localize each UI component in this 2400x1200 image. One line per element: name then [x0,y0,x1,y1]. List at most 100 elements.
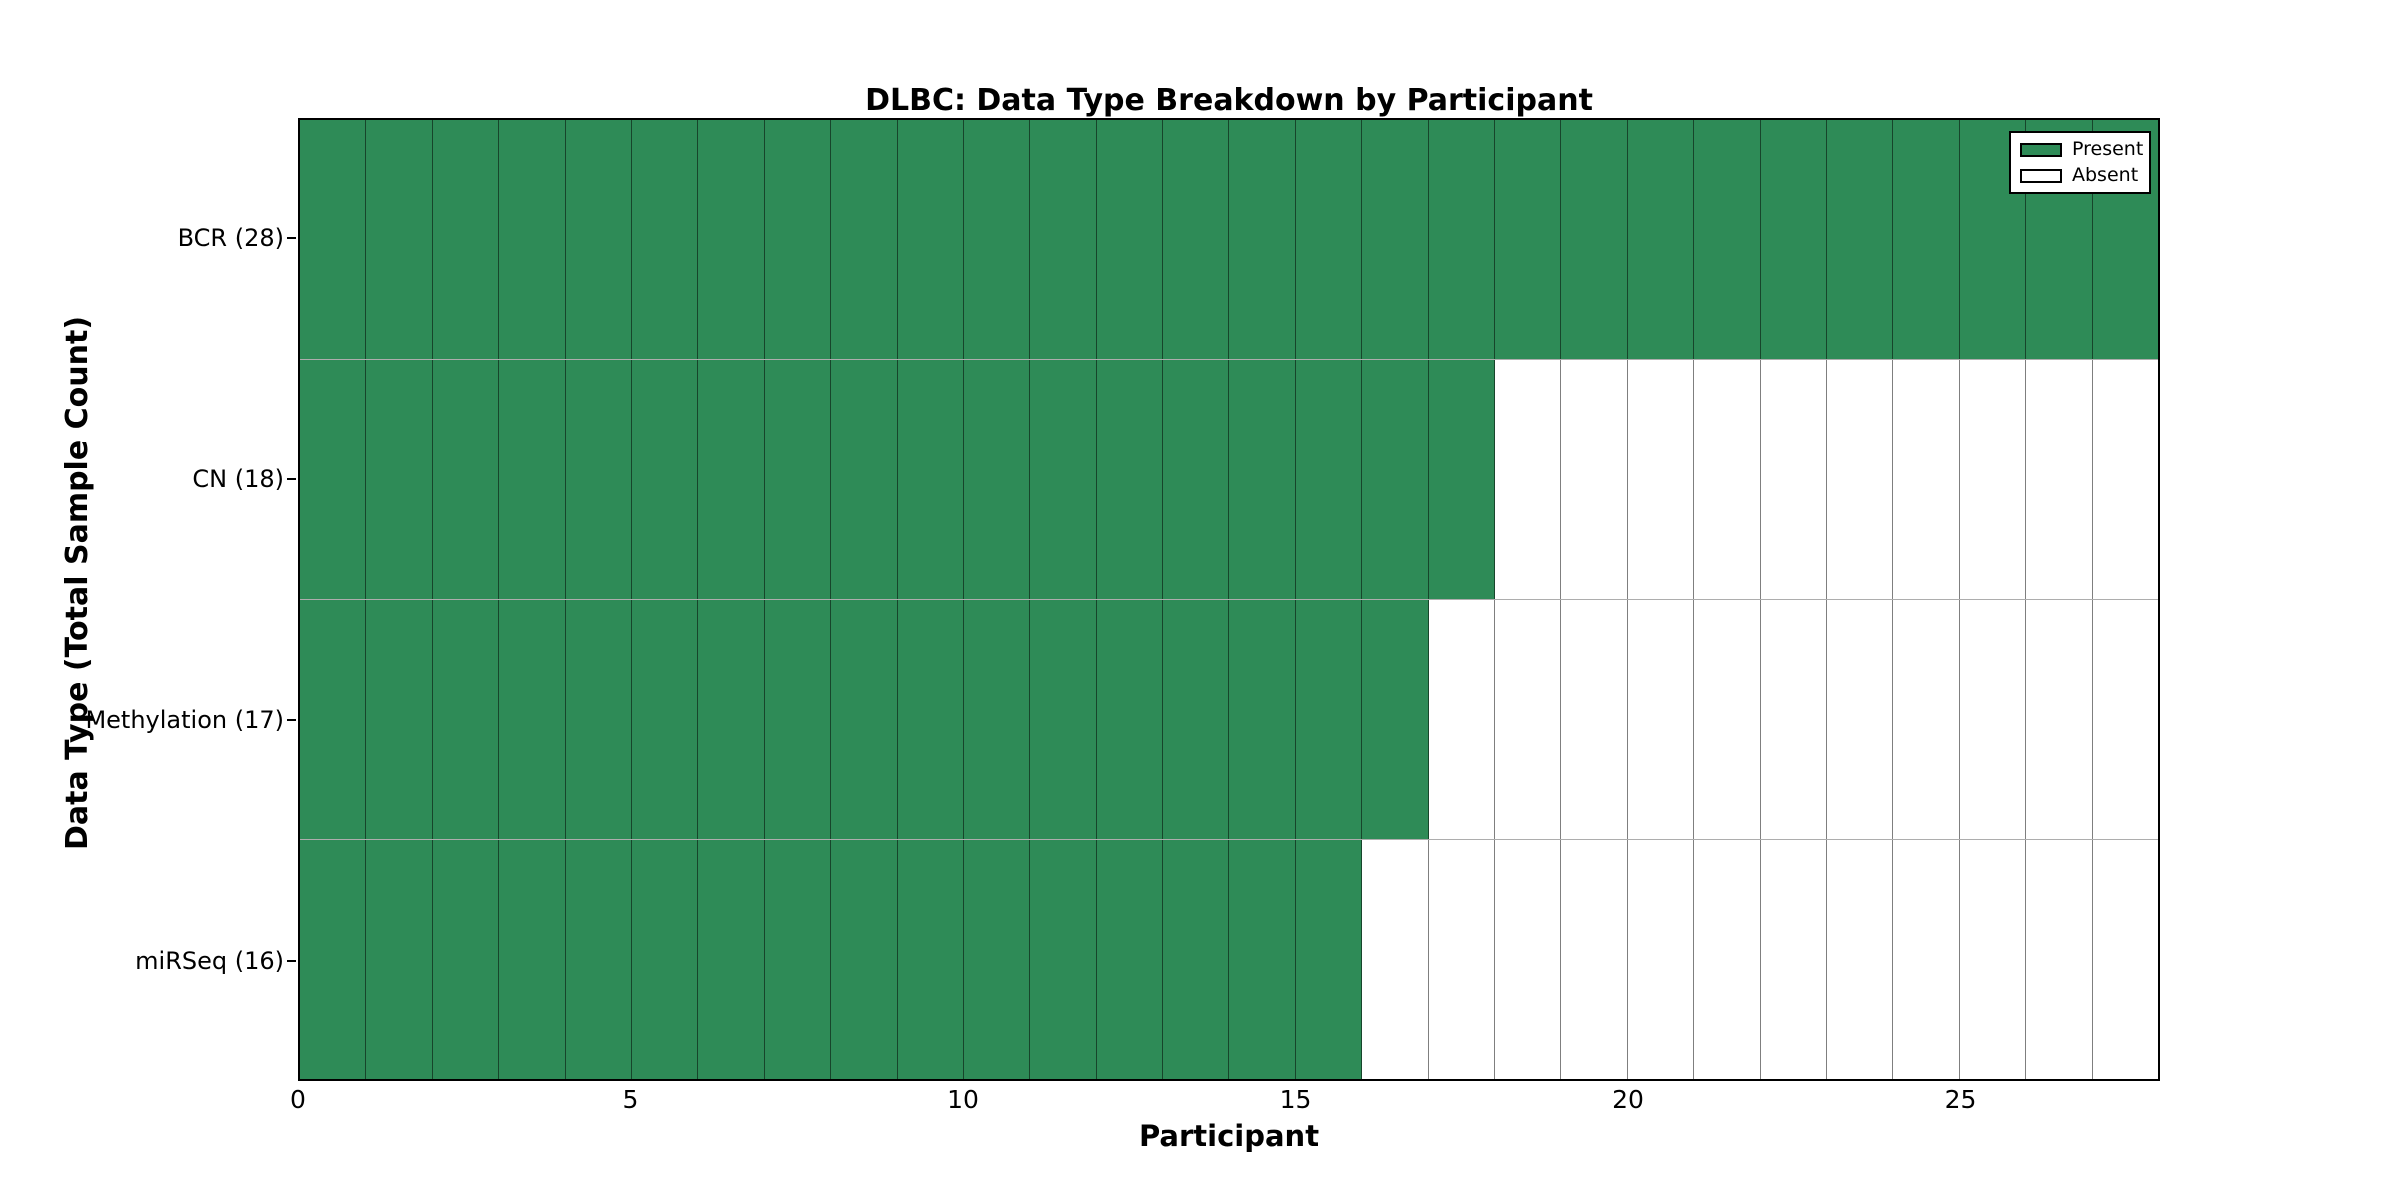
heatmap-cell-present [1362,360,1429,599]
heatmap-cell-present [1229,600,1296,839]
heatmap-cell-absent [1362,840,1429,1079]
heatmap-cell-present [1893,120,1960,359]
heatmap-cell-present [963,360,1031,599]
heatmap-row-Methylation [300,600,2158,840]
heatmap-cell-present [764,600,832,839]
chart-title: DLBC: Data Type Breakdown by Participant [865,83,1593,118]
heatmap-cell-absent [2092,600,2158,839]
heatmap-cell-absent [1428,840,1496,1079]
heatmap-cell-absent [1826,600,1894,839]
heatmap-cell-present [565,840,632,1079]
heatmap-cell-present [631,600,699,839]
heatmap-cell-present [698,120,765,359]
heatmap-cell-present [764,840,832,1079]
legend-entry-present: Present [2020,138,2144,160]
heatmap-cell-present [1163,360,1230,599]
heatmap-cell-present [1627,120,1695,359]
heatmap-cell-present [1096,600,1164,839]
heatmap-cell-present [963,600,1031,839]
heatmap-cell-present [831,600,898,839]
heatmap-cell-present [300,120,367,359]
heatmap-cell-present [698,600,765,839]
heatmap-cell-absent [1627,600,1695,839]
heatmap-cell-present [432,840,500,1079]
heatmap-cell-present [499,840,566,1079]
heatmap-cell-absent [1694,840,1761,1079]
y-tick-label: miRSeq (16) [135,946,284,975]
heatmap-cell-present [963,120,1031,359]
heatmap-row-CN [300,360,2158,600]
x-axis-ticks: 0 5 10 15 20 25 [290,1085,2160,1117]
x-tick-label: 0 [290,1085,306,1114]
heatmap-cell-absent [1959,600,2027,839]
heatmap-cell-present [963,840,1031,1079]
heatmap-cell-present [1096,120,1164,359]
heatmap-cell-present [897,840,964,1079]
heatmap-cell-present [1229,120,1296,359]
heatmap-cell-absent [1495,360,1562,599]
heatmap-cell-absent [2026,600,2093,839]
heatmap-cell-present [1362,120,1429,359]
x-tick-label: 20 [1612,1085,1644,1114]
heatmap-cell-present [1295,360,1363,599]
y-tick-mark [287,478,296,481]
heatmap-cell-present [1428,120,1496,359]
heatmap-cell-present [432,120,500,359]
heatmap-cell-present [1163,840,1230,1079]
x-tick-label: 15 [1279,1085,1312,1114]
heatmap-cell-present [631,120,699,359]
x-tick-label: 25 [1944,1085,1977,1114]
heatmap-cell-present [366,120,433,359]
heatmap-cell-absent [1959,840,2027,1079]
heatmap-cell-absent [1760,840,1827,1079]
heatmap-cell-absent [1893,600,1960,839]
heatmap-cell-absent [1495,600,1562,839]
heatmap-cell-absent [1959,360,2027,599]
heatmap-cell-absent [2092,360,2158,599]
heatmap-cell-absent [1495,840,1562,1079]
y-tick-label: BCR (28) [177,224,284,253]
heatmap-cell-present [565,600,632,839]
legend-swatch-present-icon [2020,142,2062,157]
heatmap-cell-present [897,600,964,839]
heatmap-cell-present [1096,360,1164,599]
heatmap-cell-present [698,840,765,1079]
heatmap-cell-present [897,360,964,599]
heatmap-cell-present [1030,600,1097,839]
y-tick-label: Methylation (17) [85,705,284,734]
y-tick-mark [287,718,296,721]
plot-area: Present Absent [298,118,2160,1081]
heatmap-cell-absent [1428,600,1496,839]
legend-swatch-absent-icon [2020,168,2062,183]
y-tick-mark [287,959,296,962]
heatmap-cell-present [499,120,566,359]
heatmap-cell-absent [1760,360,1827,599]
heatmap-cell-present [565,120,632,359]
heatmap-cell-present [831,840,898,1079]
heatmap-cell-present [897,120,964,359]
heatmap-cell-present [1295,600,1363,839]
y-tick-label: CN (18) [192,465,284,494]
heatmap-cell-present [764,360,832,599]
heatmap-cell-present [1495,120,1562,359]
heatmap-cell-present [499,360,566,599]
heatmap-row-miRSeq [300,840,2158,1079]
heatmap-cell-present [1362,600,1429,839]
heatmap-cell-absent [2026,840,2093,1079]
heatmap-cell-present [698,360,765,599]
heatmap-cell-present [565,360,632,599]
legend-label-present: Present [2072,138,2144,160]
heatmap-cell-present [1096,840,1164,1079]
heatmap-cell-present [300,360,367,599]
heatmap-cell-absent [1561,840,1628,1079]
heatmap-cell-present [831,360,898,599]
heatmap-cell-present [1229,360,1296,599]
heatmap-cell-present [1030,360,1097,599]
x-tick-label: 5 [622,1085,639,1114]
legend-entry-absent: Absent [2020,166,2140,185]
heatmap-cell-present [1760,120,1827,359]
heatmap-cell-present [1295,120,1363,359]
heatmap-cell-present [1163,120,1230,359]
heatmap-cell-present [1561,120,1628,359]
heatmap-cell-present [631,360,699,599]
